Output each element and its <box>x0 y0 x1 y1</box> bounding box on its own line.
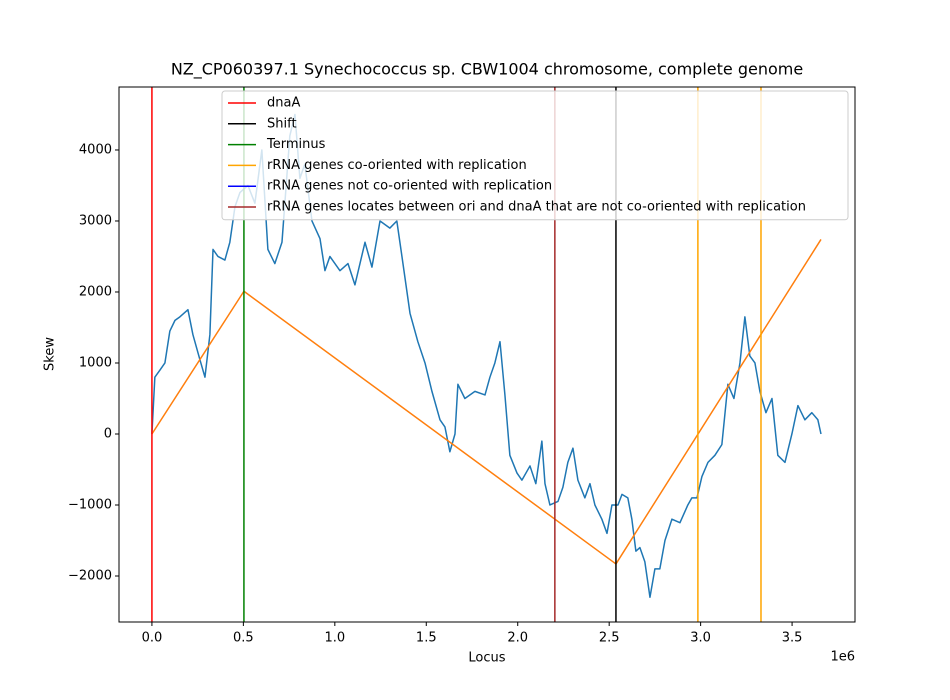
legend-label: rRNA genes locates between ori and dnaA … <box>267 200 806 215</box>
x-tick-label: 3.5 <box>782 631 803 646</box>
y-tick-label: 1000 <box>79 355 112 370</box>
y-tick-label: 2000 <box>79 284 112 299</box>
legend-label: rRNA genes co-oriented with replication <box>267 158 527 173</box>
x-offset-label: 1e6 <box>830 650 855 665</box>
axes: 0.0 0.5 1.0 1.5 2.0 2.5 3.0 3.5 −2000 −1000 0 1000 2… <box>68 86 856 646</box>
y-tick-label: 4000 <box>79 142 112 157</box>
x-tick-label: 0.5 <box>233 631 254 646</box>
plot-frame <box>118 86 856 623</box>
x-tick-label: 1.5 <box>416 631 437 646</box>
x-tick-label: 2.5 <box>599 631 620 646</box>
x-tick-label: 3.0 <box>690 631 711 646</box>
x-axis-label: Locus <box>468 651 505 666</box>
legend-label: Shift <box>267 116 297 131</box>
y-tick-label: 3000 <box>79 213 112 228</box>
legend-label: rRNA genes not co-oriented with replicat… <box>267 179 552 194</box>
legend-label: Terminus <box>266 137 326 152</box>
y-axis-label: Skew <box>43 337 58 371</box>
y-tick-label: −1000 <box>68 497 112 512</box>
x-tick-label: 2.0 <box>507 631 528 646</box>
legend: dnaA Shift Terminus rRNA genes co-oriented … <box>221 90 849 221</box>
legend-box <box>221 90 849 221</box>
y-tick-label: −2000 <box>68 568 112 583</box>
x-tick-label: 1.0 <box>324 631 345 646</box>
y-tick-label: 0 <box>104 426 112 441</box>
x-tick-label: 0.0 <box>142 631 163 646</box>
series-line <box>151 239 822 565</box>
chart-title: NZ_CP060397.1 Synechococcus sp. CBW1004 … <box>171 60 803 80</box>
legend-label: dnaA <box>267 96 300 111</box>
